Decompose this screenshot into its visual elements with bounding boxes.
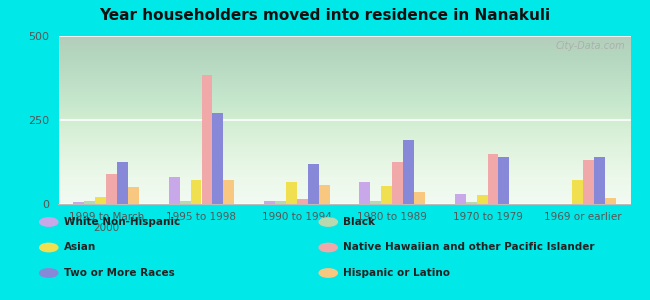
Bar <box>308 164 318 204</box>
Bar <box>454 194 465 204</box>
Bar <box>583 160 594 204</box>
Bar <box>213 113 224 204</box>
Bar <box>275 201 286 204</box>
Bar <box>392 162 403 204</box>
Bar <box>202 75 213 204</box>
Bar <box>179 201 190 204</box>
Bar <box>381 185 392 204</box>
Bar <box>499 157 510 204</box>
Bar <box>224 181 235 204</box>
Bar <box>414 192 425 204</box>
Bar <box>286 182 297 204</box>
Text: City-Data.com: City-Data.com <box>555 41 625 51</box>
Bar <box>95 196 106 204</box>
Bar <box>572 180 583 204</box>
Bar <box>297 199 308 204</box>
Bar <box>488 154 499 204</box>
Bar <box>370 201 381 204</box>
Text: White Non-Hispanic: White Non-Hispanic <box>64 217 180 227</box>
Bar <box>476 195 488 204</box>
Bar <box>190 181 202 204</box>
Bar <box>403 140 414 204</box>
Bar <box>465 202 476 204</box>
Text: Two or More Races: Two or More Races <box>64 268 174 278</box>
Bar <box>359 182 370 204</box>
Text: Hispanic or Latino: Hispanic or Latino <box>343 268 450 278</box>
Text: Asian: Asian <box>64 242 96 253</box>
Bar <box>73 202 84 204</box>
Bar <box>84 201 95 204</box>
Bar <box>264 201 275 204</box>
Text: Black: Black <box>343 217 375 227</box>
Bar <box>604 198 616 204</box>
Bar <box>117 162 128 204</box>
Bar <box>594 157 604 204</box>
Text: Year householders moved into residence in Nanakuli: Year householders moved into residence i… <box>99 8 551 22</box>
Text: Native Hawaiian and other Pacific Islander: Native Hawaiian and other Pacific Island… <box>343 242 595 253</box>
Bar <box>168 177 179 204</box>
Bar <box>128 187 139 204</box>
Bar <box>106 174 117 204</box>
Bar <box>318 184 330 204</box>
